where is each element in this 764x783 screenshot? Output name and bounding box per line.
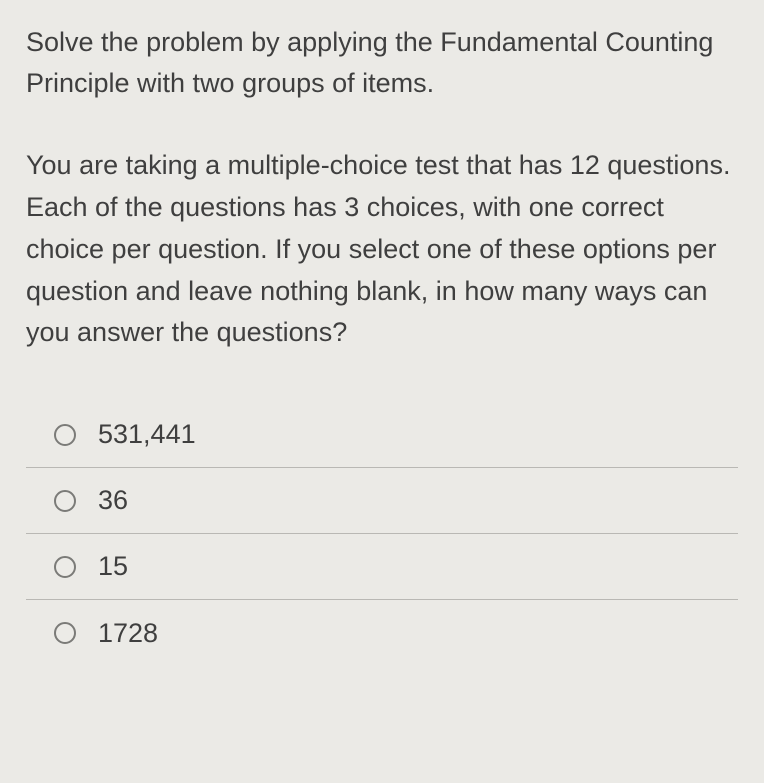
question-text: You are taking a multiple-choice test th… [26, 145, 738, 354]
option-label: 15 [98, 551, 128, 582]
radio-icon[interactable] [54, 424, 76, 446]
radio-icon[interactable] [54, 622, 76, 644]
option-row[interactable]: 531,441 [26, 402, 738, 468]
option-row[interactable]: 36 [26, 468, 738, 534]
instruction-text: Solve the problem by applying the Fundam… [26, 22, 738, 103]
radio-icon[interactable] [54, 556, 76, 578]
option-row[interactable]: 15 [26, 534, 738, 600]
option-label: 1728 [98, 618, 158, 649]
option-label: 531,441 [98, 419, 196, 450]
option-label: 36 [98, 485, 128, 516]
options-group: 531,441 36 15 1728 [26, 402, 738, 666]
option-row[interactable]: 1728 [26, 600, 738, 666]
radio-icon[interactable] [54, 490, 76, 512]
